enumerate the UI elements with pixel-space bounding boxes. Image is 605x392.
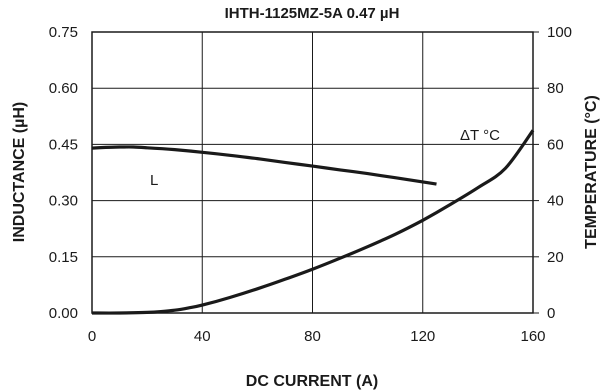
- y2-tick-label: 100: [547, 24, 572, 41]
- y-tick-label: 0.60: [49, 80, 78, 97]
- y2-tick-label: 40: [547, 193, 564, 210]
- x-tick-label: 40: [194, 328, 211, 345]
- plot-frame: [91, 31, 534, 314]
- y-tick-label: 0.45: [49, 136, 78, 153]
- y2-tick-label: 60: [547, 136, 564, 153]
- y-tick-label: 0.00: [49, 305, 78, 322]
- temperature-line: [91, 129, 535, 315]
- y-axis-label: INDUCTANCE (µH): [11, 102, 28, 242]
- y-tick-label: 0.15: [49, 249, 78, 266]
- y2-axis-label: TEMPERATURE (°C): [583, 95, 600, 249]
- inductance-line: [91, 145, 437, 186]
- series-label-l: L: [150, 172, 158, 189]
- y2-tick-label: 80: [547, 80, 564, 97]
- x-tick-label: 120: [410, 328, 435, 345]
- chart-title: IHTH-1125MZ-5A 0.47 µH: [225, 5, 400, 22]
- tick-labels: 0 40 80 120 160 0.00 0.15 0.30 0.45 0.60 0.75 0 20 40…: [49, 24, 572, 345]
- x-tick-label: 160: [520, 328, 545, 345]
- y-tick-label: 0.30: [49, 193, 78, 210]
- x-tick-label: 0: [88, 328, 96, 345]
- x-tick-label: 80: [304, 328, 321, 345]
- y2-tick-label: 20: [547, 249, 564, 266]
- y-tick-label: 0.75: [49, 24, 78, 41]
- x-axis-label: DC CURRENT (A): [246, 373, 378, 390]
- series-label-delta-t: ΔT °C: [460, 127, 500, 144]
- series: [91, 129, 535, 315]
- grid: [92, 32, 533, 313]
- y2-tick-label: 0: [547, 305, 555, 322]
